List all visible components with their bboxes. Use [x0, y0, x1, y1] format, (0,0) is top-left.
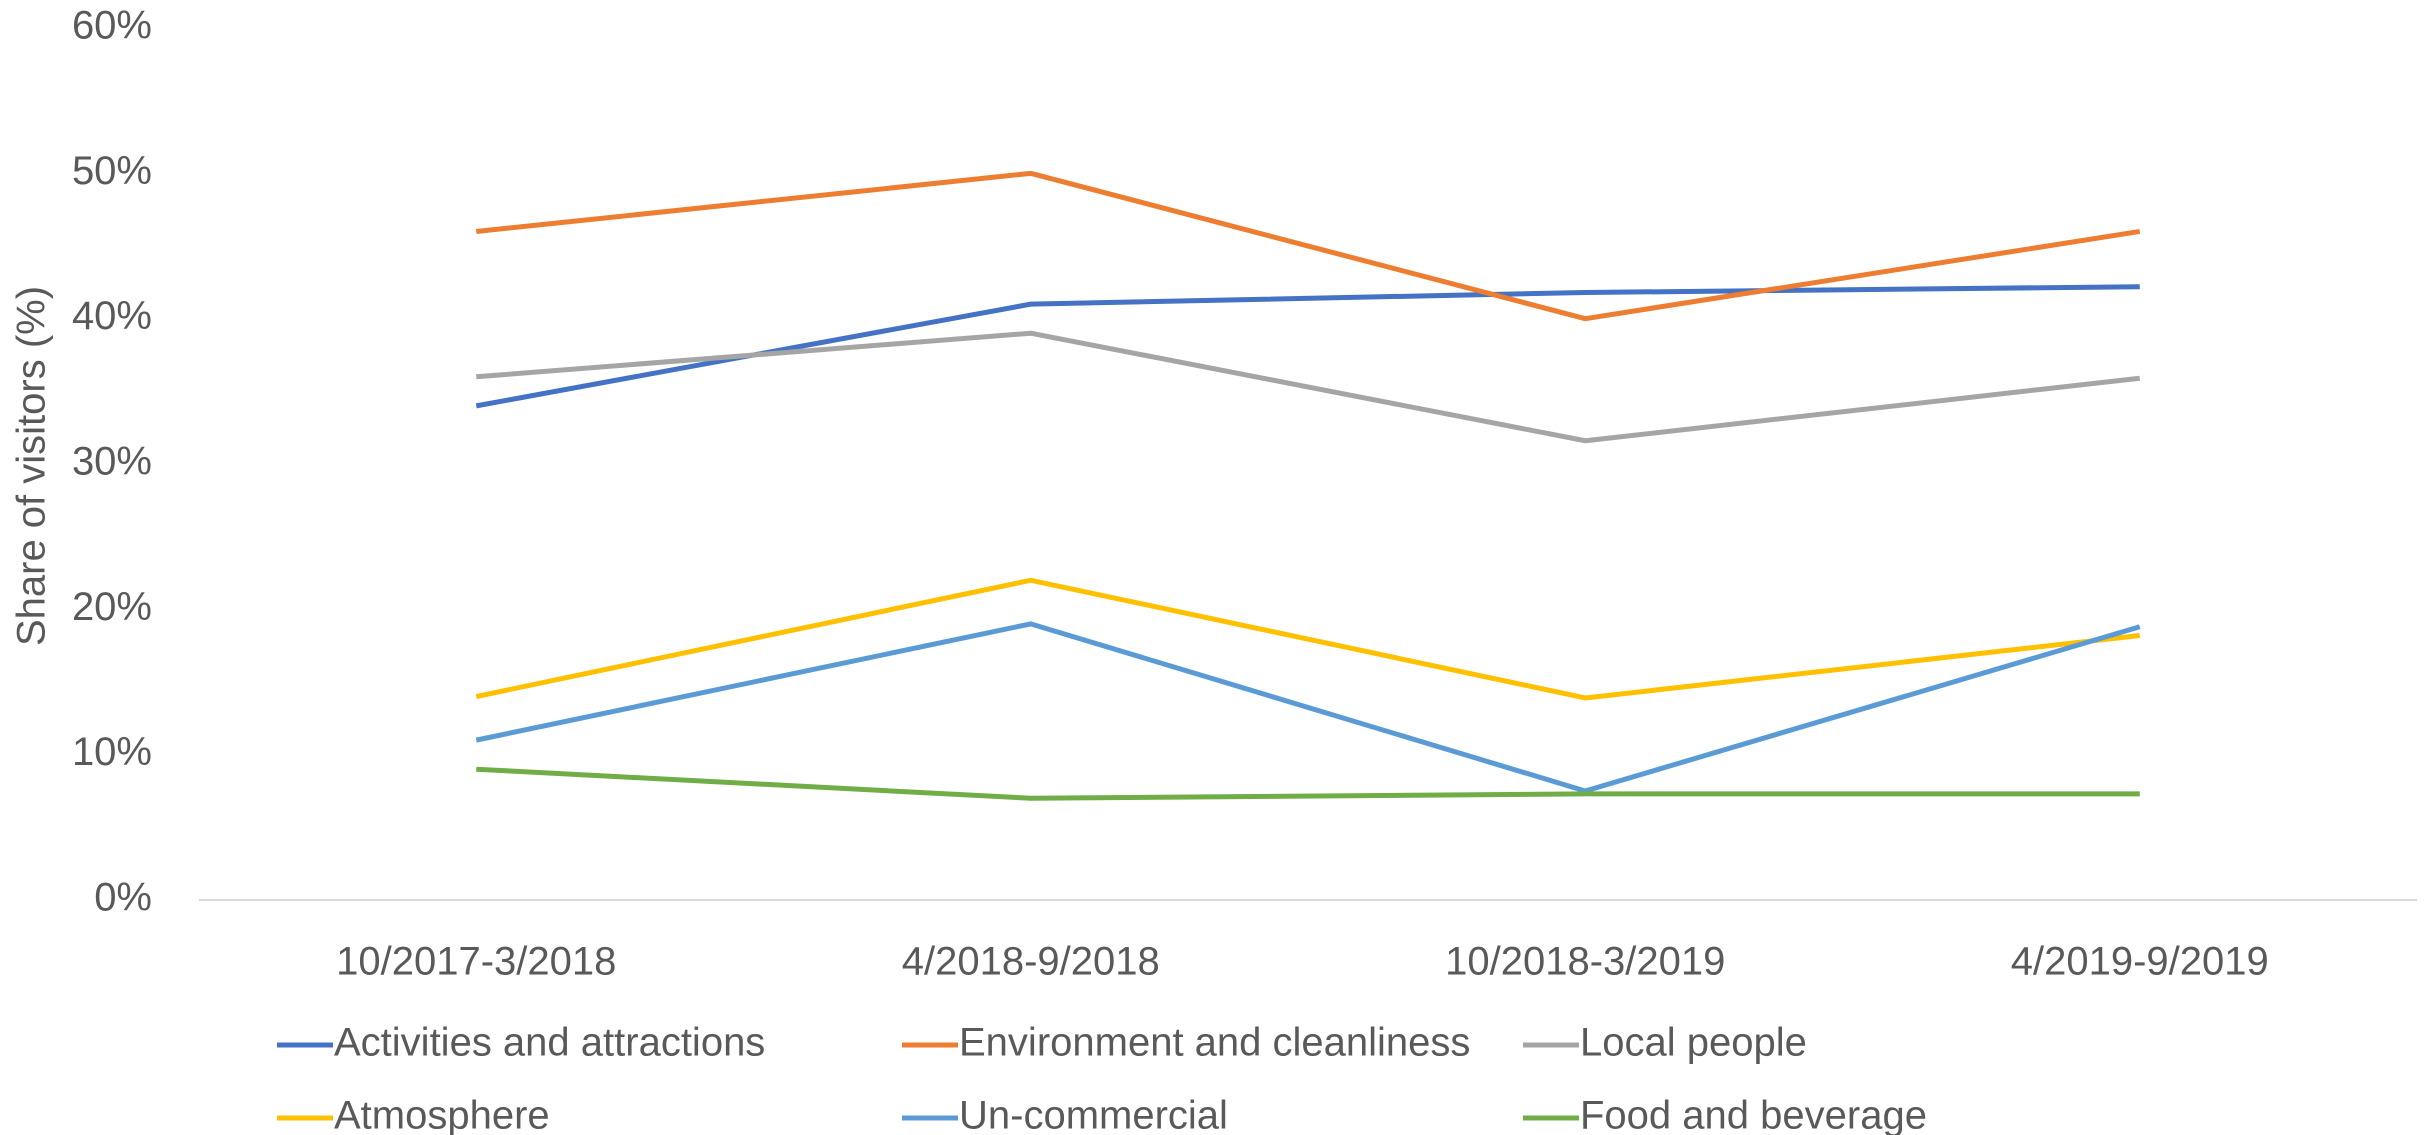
- series-line: [476, 330, 2141, 444]
- legend-label: Food and beverage: [1580, 1094, 1927, 1135]
- legend-label: Activities and attractions: [334, 1021, 765, 1065]
- x-tick-label: 10/2018-3/2019: [1445, 940, 1725, 984]
- y-tick-label: 40%: [72, 294, 152, 338]
- y-axis-title: Share of visitors (%): [10, 286, 54, 646]
- series-line: [475, 577, 2141, 701]
- x-tick-label: 4/2019-9/2019: [2011, 940, 2269, 984]
- series-line: [476, 766, 2140, 801]
- y-tick-label: 20%: [72, 585, 152, 629]
- legend-label: Environment and cleanliness: [959, 1021, 1470, 1065]
- y-tick-label: 30%: [72, 440, 152, 484]
- legend-label: Local people: [1580, 1021, 1807, 1065]
- legend-label: Atmosphere: [334, 1094, 550, 1135]
- y-tick-label: 50%: [72, 149, 152, 193]
- y-tick-label: 0%: [94, 876, 152, 920]
- x-tick-label: 4/2018-9/2018: [902, 940, 1160, 984]
- legend-label: Un-commercial: [959, 1094, 1228, 1135]
- x-tick-label: 10/2017-3/2018: [336, 940, 616, 984]
- y-tick-label: 10%: [72, 730, 152, 774]
- y-tick-label: 60%: [72, 4, 152, 48]
- series-line: [475, 621, 2141, 794]
- series-line: [475, 170, 2141, 322]
